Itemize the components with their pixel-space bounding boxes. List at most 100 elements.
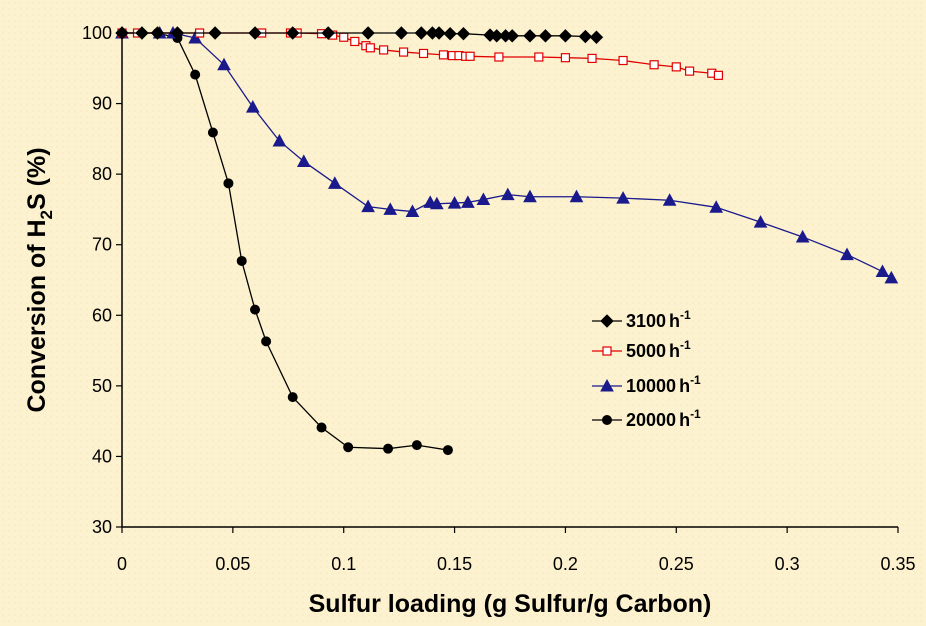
data-point-5000: [684, 66, 695, 76]
data-point-20000: [223, 178, 234, 189]
data-point-5000: [534, 52, 544, 62]
plot-area: 30 40 50 60 70 80 90 100 0 0.05 0.1 0.15 0.2 0.25 0.3…: [82, 23, 916, 574]
data-point-20000: [250, 304, 261, 315]
data-point-3100: [432, 26, 446, 40]
legend-marker-diamond: [600, 314, 614, 328]
data-point-10000: [383, 202, 398, 215]
data-point-3100: [538, 29, 553, 43]
y-tick-label: 60: [92, 305, 112, 325]
legend-unit: h: [679, 376, 690, 396]
legend-label: 20000 h-1: [626, 407, 701, 430]
y-tick-label: 80: [92, 164, 112, 184]
series-20000: [117, 28, 453, 456]
data-point-10000: [500, 187, 515, 201]
data-point-20000: [343, 442, 354, 453]
data-point-3100: [170, 26, 185, 40]
legend-unit: h: [669, 311, 680, 331]
series-layer: [115, 25, 899, 456]
legend-marker-open-square: [602, 346, 612, 356]
x-tick-label: 0.05: [215, 554, 250, 574]
data-point-10000: [429, 196, 444, 210]
legend-value: 10000: [626, 376, 676, 396]
data-point-5000: [649, 60, 659, 70]
legend-item-10000: 10000 h-1: [592, 373, 701, 396]
legend-unit-superscript: -1: [680, 338, 691, 352]
data-point-10000: [569, 189, 584, 203]
x-axis-title: Sulfur loading (g Sulfur/g Carbon): [309, 590, 712, 618]
legend-item-3100: 3100 h-1: [592, 308, 691, 331]
legend-value: 5000: [626, 341, 666, 361]
data-point-5000: [494, 52, 504, 62]
legend-label: 3100 h-1: [626, 308, 691, 331]
data-point-3100: [286, 26, 300, 40]
legend-item-20000: 20000 h-1: [592, 407, 701, 430]
legend-value: 20000: [626, 410, 676, 430]
data-point-5000: [339, 32, 349, 42]
data-point-3100: [208, 26, 222, 40]
series-3100: [115, 26, 604, 44]
data-point-10000: [840, 247, 854, 261]
data-point-3100: [414, 26, 429, 40]
data-point-10000: [753, 215, 768, 228]
data-point-10000: [361, 199, 375, 213]
data-point-3100: [135, 26, 149, 40]
legend-unit-superscript: -1: [680, 308, 691, 322]
data-point-3100: [589, 30, 604, 44]
data-point-3100: [558, 29, 573, 43]
data-point-3100: [505, 29, 519, 43]
legend-unit-superscript: -1: [690, 373, 701, 387]
legend-item-5000: 5000 h-1: [592, 338, 691, 361]
data-point-3100: [361, 26, 375, 40]
data-point-5000: [671, 62, 681, 72]
series-line-20000: [122, 32, 449, 451]
data-point-10000: [795, 229, 810, 243]
y-tick-group: 30 40 50 60 70 80 90 100: [82, 23, 122, 537]
data-point-5000: [398, 47, 409, 57]
data-point-5000: [560, 53, 571, 63]
data-point-20000: [442, 445, 453, 456]
series-10000: [115, 25, 899, 284]
data-point-3100: [321, 26, 335, 40]
data-point-10000: [616, 191, 630, 204]
data-point-10000: [461, 195, 475, 208]
data-point-5000: [618, 55, 628, 66]
data-point-5000: [587, 53, 597, 64]
series-line-10000: [122, 32, 892, 279]
data-point-10000: [405, 204, 420, 218]
legend-marker-triangle: [600, 378, 614, 392]
data-point-10000: [245, 100, 260, 113]
data-point-5000: [418, 48, 429, 59]
data-point-3100: [578, 29, 593, 44]
data-point-3100: [443, 26, 457, 41]
data-point-3100: [115, 26, 129, 40]
x-tick-label: 0: [117, 554, 127, 574]
data-point-20000: [207, 127, 218, 138]
y-axis-title: Conversion of H2S (%): [23, 147, 56, 412]
data-point-5000: [350, 36, 360, 47]
y-tick-label: 100: [82, 23, 112, 43]
y-axis-title-prefix: Conversion of H: [23, 219, 51, 412]
data-point-20000: [287, 392, 298, 403]
y-tick-label: 40: [92, 446, 112, 466]
data-point-3100: [248, 26, 262, 40]
data-point-20000: [236, 255, 247, 266]
legend-label: 10000 h-1: [626, 373, 701, 396]
x-tick-group: 0 0.05 0.1 0.15 0.2 0.25 0.3 0.35: [117, 527, 916, 574]
y-axis-title-suffix: S (%): [23, 147, 51, 210]
data-point-20000: [383, 443, 394, 454]
legend-value: 3100: [626, 311, 666, 331]
data-point-3100: [523, 29, 537, 43]
y-tick-label: 70: [92, 235, 112, 255]
data-point-10000: [523, 189, 537, 203]
y-tick-label: 50: [92, 376, 112, 396]
y-axis-title-subscript: 2: [37, 210, 56, 219]
data-point-10000: [875, 264, 890, 278]
data-point-5000: [365, 43, 375, 53]
data-point-10000: [328, 176, 342, 189]
y-tick-label: 30: [92, 517, 112, 537]
legend-unit: h: [679, 410, 690, 430]
data-point-3100: [456, 26, 471, 41]
x-tick-label: 0.15: [437, 554, 472, 574]
x-tick-label: 0.25: [659, 554, 694, 574]
